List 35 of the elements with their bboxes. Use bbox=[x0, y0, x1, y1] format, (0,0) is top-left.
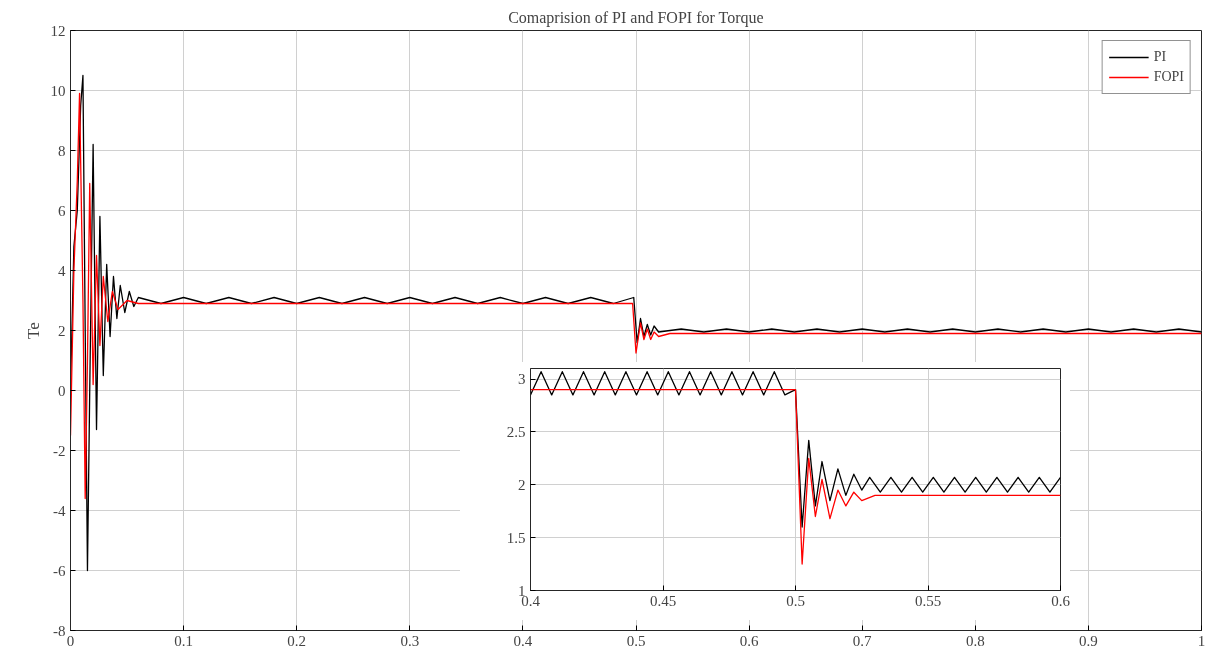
x-tick-label: 0.2 bbox=[287, 632, 307, 649]
y-tick-label: 10 bbox=[50, 82, 66, 99]
legend-label: PI bbox=[1153, 49, 1168, 65]
x-tick-label: 0.4 bbox=[513, 632, 533, 649]
x-tick-label: 0.9 bbox=[1079, 632, 1098, 649]
x-tick-label: 0.45 bbox=[649, 592, 677, 609]
y-tick-label: -2 bbox=[53, 442, 66, 459]
y-tick-label: 8 bbox=[58, 142, 66, 159]
y-tick-label: 2.5 bbox=[506, 423, 526, 440]
y-tick-label: 3 bbox=[518, 371, 526, 388]
line-series bbox=[70, 92, 1202, 500]
y-tick-label: 2 bbox=[58, 322, 66, 339]
chart-title: Comaprision of PI and FOPI for Torque bbox=[508, 8, 764, 27]
y-axis-title: Te bbox=[23, 322, 43, 339]
y-tick-label: -4 bbox=[53, 502, 66, 519]
legend-label: FOPI bbox=[1153, 69, 1184, 85]
y-tick-label: -6 bbox=[53, 562, 66, 579]
y-tick-label: 4 bbox=[58, 262, 66, 279]
x-tick-label: 0.3 bbox=[400, 632, 420, 649]
x-tick-label: 0.7 bbox=[852, 632, 873, 649]
y-tick-label: -8 bbox=[53, 622, 66, 639]
x-tick-label: 0.1 bbox=[174, 632, 193, 649]
x-tick-label: 0.6 bbox=[739, 632, 759, 649]
line-series bbox=[530, 388, 1061, 565]
x-tick-label: 0.8 bbox=[965, 632, 985, 649]
y-tick-label: 1.5 bbox=[506, 529, 526, 546]
x-tick-label: 0.5 bbox=[786, 592, 805, 609]
x-tick-label: 0.55 bbox=[914, 592, 942, 609]
y-tick-label: 12 bbox=[50, 22, 66, 39]
x-tick-label: 1 bbox=[1197, 632, 1206, 649]
y-tick-label: 2 bbox=[518, 476, 526, 493]
y-tick-label: 0 bbox=[58, 382, 66, 399]
x-tick-label: 0.5 bbox=[626, 632, 646, 649]
y-tick-label: 6 bbox=[58, 202, 66, 219]
x-tick-label: 0.6 bbox=[1051, 592, 1071, 609]
